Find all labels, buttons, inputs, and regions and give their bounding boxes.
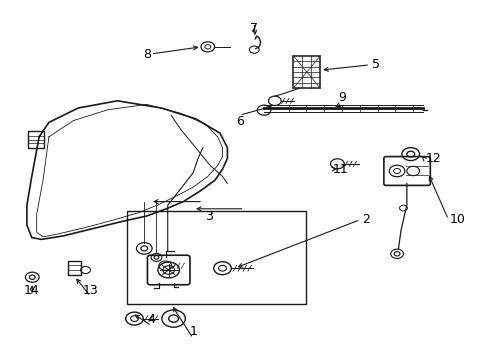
Bar [127, 211, 305, 304]
Text: 9: 9 [338, 91, 346, 104]
Bar [293, 56, 320, 88]
Text: 8: 8 [143, 48, 151, 60]
Text: 3: 3 [205, 210, 213, 222]
Text: 12: 12 [425, 152, 440, 165]
Text: 4: 4 [147, 313, 155, 326]
Bar [28, 131, 44, 148]
Text: 6: 6 [235, 115, 243, 128]
Text: 5: 5 [371, 58, 379, 71]
Text: 7: 7 [250, 22, 258, 35]
Text: 1: 1 [189, 325, 197, 338]
Text: 11: 11 [332, 163, 347, 176]
Text: 14: 14 [24, 284, 40, 297]
Text: 10: 10 [449, 213, 465, 226]
Text: 2: 2 [361, 213, 369, 226]
Bar [68, 261, 81, 275]
Text: 13: 13 [82, 284, 98, 297]
